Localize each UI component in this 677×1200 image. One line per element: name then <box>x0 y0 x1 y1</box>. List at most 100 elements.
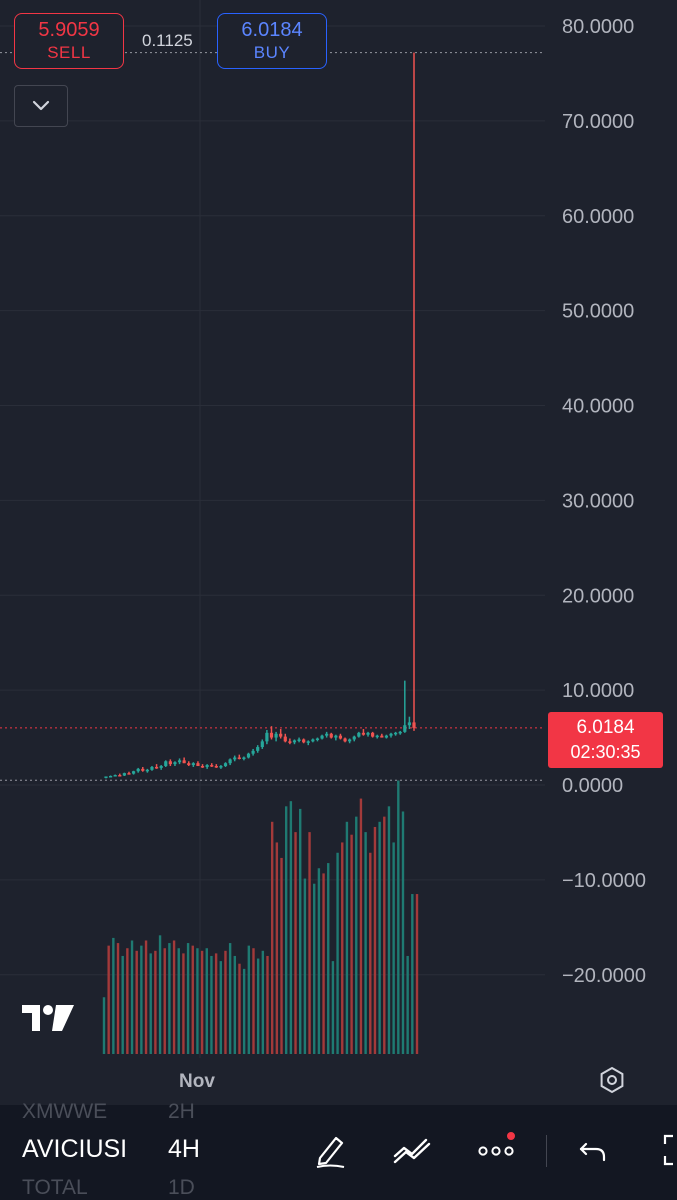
volume-bar <box>383 816 386 1054</box>
volume-bar <box>341 842 344 1054</box>
volume-bar <box>308 832 311 1054</box>
volume-bar <box>359 798 363 1054</box>
candle-body <box>187 763 191 766</box>
candle-body <box>233 757 237 760</box>
volume-bar <box>224 950 227 1054</box>
volume-bar <box>205 948 208 1054</box>
candle-body <box>315 738 320 741</box>
candle-body <box>150 766 154 770</box>
more-dots-icon[interactable] <box>476 1130 516 1170</box>
volume-bar <box>373 826 377 1054</box>
fullscreen-icon[interactable] <box>655 1130 677 1170</box>
price-tick-label: 20.0000 <box>562 585 634 607</box>
price-tick-label: 60.0000 <box>562 206 634 228</box>
indicators-icon[interactable] <box>392 1130 432 1170</box>
candle-body <box>214 766 218 768</box>
volume-bar <box>378 821 381 1054</box>
volume-bar <box>126 948 129 1054</box>
candle-body <box>329 733 333 738</box>
candle-body <box>219 766 223 768</box>
volume-bar <box>200 950 204 1054</box>
volume-bar <box>411 894 414 1054</box>
volume-bar <box>364 832 367 1054</box>
settings-hexagon-icon[interactable] <box>598 1066 626 1094</box>
candle-body <box>371 732 375 737</box>
bar-countdown: 02:30:35 <box>570 742 641 762</box>
volume-bar <box>149 953 152 1054</box>
volume-bar <box>191 945 194 1054</box>
volume-bar <box>186 943 190 1054</box>
interval-selector[interactable]: 4H <box>168 1135 200 1163</box>
sell-button[interactable]: 5.9059 SELL <box>14 13 124 69</box>
candle-body <box>320 735 324 739</box>
volume-bar <box>355 816 358 1054</box>
volume-bar <box>327 863 330 1054</box>
candle-body <box>136 768 140 772</box>
candle-body <box>246 753 251 758</box>
candle-body <box>154 766 159 769</box>
candle-body <box>205 765 209 767</box>
volume-bar <box>369 852 372 1054</box>
candle-body <box>200 766 205 768</box>
volume-bar <box>158 935 162 1054</box>
candle-body <box>182 760 186 764</box>
price-tick-label: 70.0000 <box>562 111 634 133</box>
time-axis-label: Nov <box>179 1071 215 1092</box>
price-tick-label: 40.0000 <box>562 396 634 418</box>
volume-bar <box>168 943 171 1054</box>
price-tick-label: 80.0000 <box>562 16 634 38</box>
volume-bar <box>112 937 115 1054</box>
candle-body <box>292 740 297 743</box>
tradingview-logo <box>22 1005 74 1031</box>
volume-bar <box>102 997 106 1054</box>
volume-bar <box>317 868 321 1054</box>
candle-body <box>223 763 228 767</box>
candle-body <box>366 732 370 735</box>
candle-body <box>338 735 343 739</box>
volume-bar <box>313 883 316 1054</box>
candle-body <box>274 733 278 738</box>
symbol-next[interactable]: TOTAL <box>22 1176 88 1199</box>
volume-bar <box>116 943 120 1054</box>
volume-bar <box>284 806 288 1054</box>
drawing-pen-icon[interactable] <box>310 1130 350 1170</box>
volume-bar <box>228 943 232 1054</box>
volume-bar <box>214 953 218 1054</box>
interval-prev[interactable]: 2H <box>168 1100 195 1123</box>
candle-body <box>311 739 315 742</box>
symbol-prev[interactable]: XMWWE <box>22 1100 108 1123</box>
price-tick-label: −20.0000 <box>562 965 646 987</box>
candle-body <box>118 775 122 777</box>
candle-body <box>141 768 145 771</box>
candle-body <box>403 725 407 732</box>
candle-body <box>384 735 389 738</box>
bottom-toolbar <box>0 1105 677 1200</box>
candle-body <box>196 763 200 767</box>
chart-area[interactable]: 80.0000 70.0000 60.0000 50.0000 40.0000 30.00… <box>0 0 677 1105</box>
buy-button[interactable]: 6.0184 BUY <box>217 13 327 69</box>
candle-body <box>348 739 352 742</box>
candle-body <box>228 759 232 764</box>
volume-bar <box>121 955 124 1054</box>
candle-body <box>334 735 338 738</box>
price-tick-label: 50.0000 <box>562 301 634 323</box>
candle-body <box>260 741 264 748</box>
collapse-toggle-button[interactable] <box>14 85 68 127</box>
interval-next[interactable]: 1D <box>168 1176 195 1199</box>
symbol-selector[interactable]: AVICIUSI <box>22 1135 128 1163</box>
volume-bar <box>238 963 241 1054</box>
buy-label: BUY <box>253 43 291 62</box>
candle-body <box>237 757 241 759</box>
candle-body <box>210 765 214 767</box>
buy-price: 6.0184 <box>241 19 303 41</box>
candle-body <box>265 732 269 742</box>
volume-bar <box>294 832 297 1054</box>
candle-body <box>159 766 163 768</box>
candle-body <box>242 757 246 759</box>
volume-bar <box>252 948 255 1054</box>
candle-body <box>306 741 310 743</box>
undo-icon[interactable] <box>574 1130 614 1170</box>
candle-body <box>251 750 255 754</box>
volume-bar <box>247 945 251 1054</box>
chart-canvas[interactable]: 80.0000 70.0000 60.0000 50.0000 40.0000 30.00… <box>0 0 677 1105</box>
